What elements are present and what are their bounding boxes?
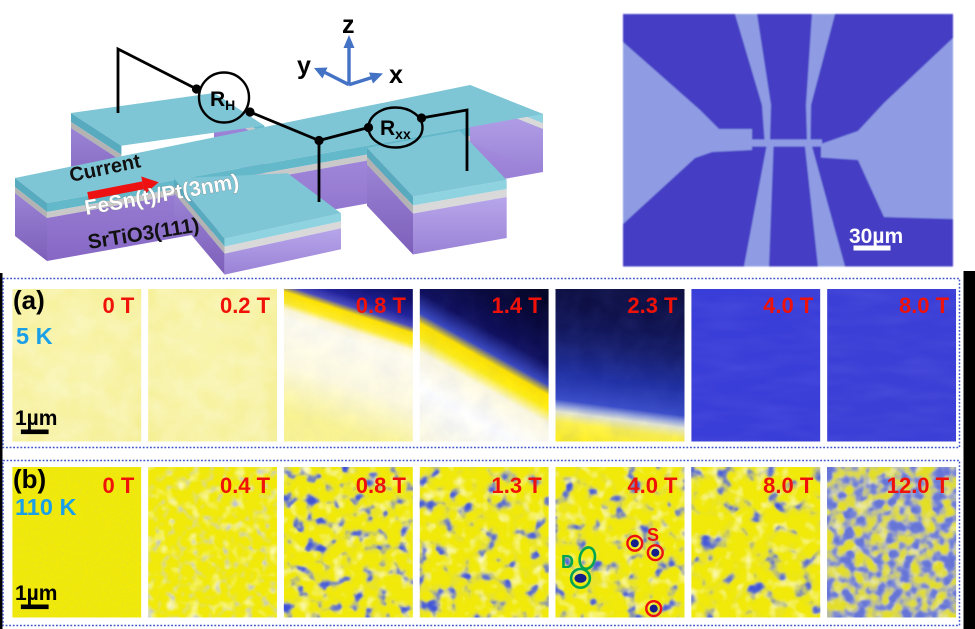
svg-text:0 T: 0 T <box>103 293 135 318</box>
svg-text:0 T: 0 T <box>103 473 135 498</box>
svg-text:(a): (a) <box>13 285 45 315</box>
svg-text:4.0 T: 4.0 T <box>627 473 678 498</box>
svg-text:S: S <box>647 525 659 545</box>
svg-text:8.0 T: 8.0 T <box>763 473 814 498</box>
svg-text:1µm: 1µm <box>15 582 57 605</box>
svg-text:2.3 T: 2.3 T <box>627 293 678 318</box>
svg-text:z: z <box>342 11 355 39</box>
svg-text:8.0 T: 8.0 T <box>899 293 950 318</box>
svg-text:5 K: 5 K <box>16 323 53 349</box>
svg-text:x: x <box>389 61 403 89</box>
svg-text:1.4 T: 1.4 T <box>492 293 543 318</box>
svg-text:0.8 T: 0.8 T <box>356 473 407 498</box>
svg-text:0.4 T: 0.4 T <box>220 473 271 498</box>
svg-text:0.2 T: 0.2 T <box>220 293 271 318</box>
svg-text:y: y <box>297 52 311 80</box>
svg-text:12.0 T: 12.0 T <box>887 473 950 498</box>
svg-text:1µm: 1µm <box>15 407 57 430</box>
svg-text:(b): (b) <box>13 464 46 494</box>
svg-text:4.0 T: 4.0 T <box>763 293 814 318</box>
svg-text:30µm: 30µm <box>849 225 903 248</box>
svg-text:1.3 T: 1.3 T <box>492 473 543 498</box>
svg-text:0.8 T: 0.8 T <box>356 293 407 318</box>
svg-text:D: D <box>561 552 574 572</box>
svg-text:110 K: 110 K <box>15 494 76 520</box>
